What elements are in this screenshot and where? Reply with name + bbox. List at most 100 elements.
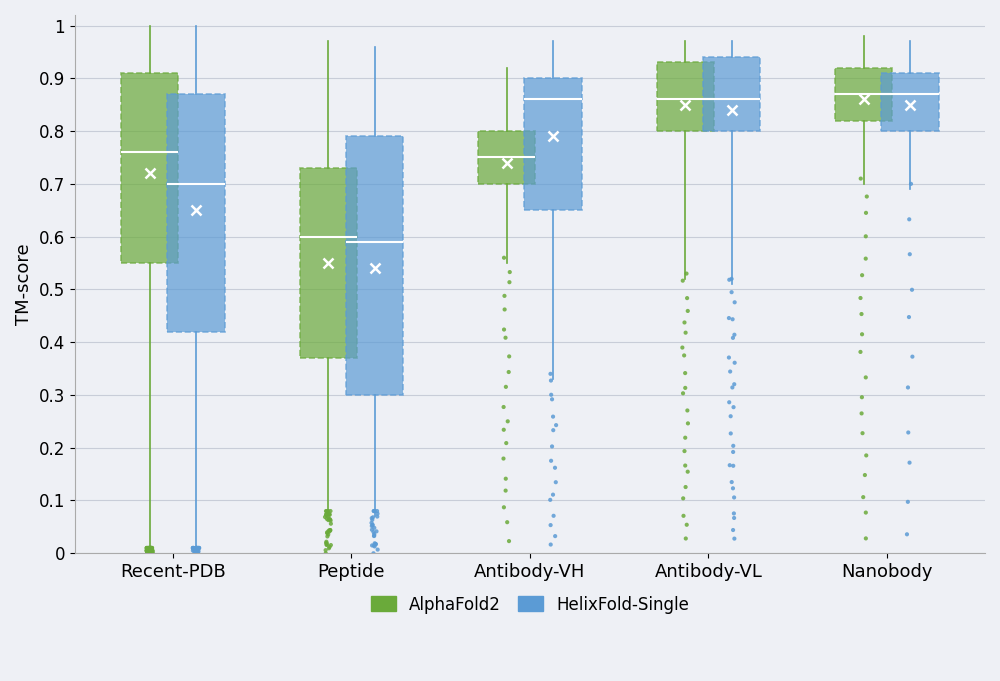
Point (499, 517, 515, 528)
Point (543, 539, 559, 550)
Point (189, 544, 205, 555)
Point (140, 548, 156, 558)
Point (722, 366, 738, 377)
Point (901, 214, 917, 225)
Point (144, 543, 160, 554)
Point (854, 392, 870, 402)
Point (548, 477, 564, 488)
Point (723, 411, 739, 422)
Point (904, 351, 920, 362)
Point (141, 548, 157, 558)
Point (143, 543, 159, 554)
Point (143, 543, 159, 554)
Point (368, 526, 384, 537)
Point (501, 536, 517, 547)
Point (144, 545, 160, 556)
Point (724, 477, 740, 488)
Point (321, 509, 337, 520)
Point (323, 515, 339, 526)
Point (185, 545, 201, 556)
Point (364, 513, 380, 524)
Point (496, 424, 512, 435)
Point (140, 543, 156, 554)
Point (319, 527, 335, 538)
Point (902, 457, 918, 468)
Point (678, 328, 694, 338)
Point (140, 547, 156, 558)
Point (191, 543, 207, 554)
Point (721, 397, 737, 408)
Point (144, 543, 160, 554)
Point (189, 543, 205, 554)
Point (190, 543, 206, 554)
Point (185, 543, 201, 554)
Point (679, 293, 695, 304)
Point (724, 273, 740, 284)
Point (725, 524, 741, 535)
Point (320, 505, 336, 516)
Point (185, 543, 201, 554)
Point (721, 352, 737, 363)
Point (366, 530, 382, 541)
Point (323, 539, 339, 550)
Point (143, 544, 159, 555)
Point (321, 543, 337, 554)
Bar (478, 131, 535, 184)
Point (858, 450, 874, 461)
Point (675, 388, 691, 399)
Point (725, 441, 741, 452)
Point (676, 510, 692, 521)
Point (318, 509, 334, 520)
Point (680, 466, 696, 477)
Point (498, 381, 514, 392)
Point (188, 543, 204, 554)
Point (318, 509, 334, 520)
Point (495, 453, 511, 464)
Point (500, 416, 516, 427)
Point (319, 528, 335, 539)
Point (187, 543, 203, 554)
Point (366, 505, 382, 516)
Point (318, 537, 334, 548)
Point (140, 543, 156, 554)
Point (319, 513, 335, 524)
Point (678, 481, 694, 492)
Point (365, 520, 381, 530)
Point (318, 548, 334, 558)
Point (189, 543, 205, 554)
Point (191, 543, 207, 554)
Point (143, 543, 159, 554)
Point (366, 530, 382, 541)
Y-axis label: TM-score: TM-score (15, 243, 33, 325)
Point (726, 508, 742, 519)
Point (677, 368, 693, 379)
Point (322, 524, 338, 535)
Point (370, 544, 386, 555)
Point (141, 543, 157, 554)
Point (722, 460, 738, 471)
Point (139, 545, 155, 556)
Point (496, 252, 512, 263)
Bar (167, 94, 225, 332)
Point (680, 306, 696, 317)
Point (364, 524, 380, 535)
Point (189, 543, 205, 554)
Point (191, 545, 207, 556)
Bar (524, 78, 582, 210)
Point (904, 285, 920, 296)
Point (858, 231, 874, 242)
Point (852, 347, 868, 358)
Point (365, 526, 381, 537)
Point (142, 543, 158, 554)
Point (496, 290, 512, 301)
Bar (346, 136, 403, 395)
Point (547, 462, 563, 473)
Point (191, 543, 207, 554)
Point (498, 473, 514, 484)
Point (319, 539, 335, 550)
Bar (835, 68, 892, 121)
Point (141, 543, 157, 554)
Point (139, 543, 155, 554)
Point (364, 518, 380, 528)
Point (141, 545, 157, 556)
